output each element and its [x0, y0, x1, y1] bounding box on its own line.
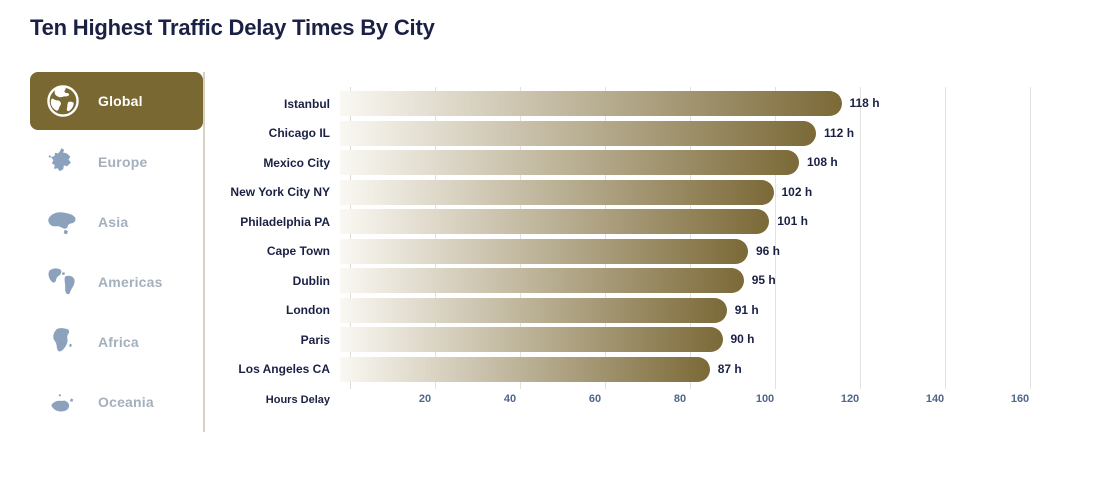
x-tick-label: 60 [588, 393, 602, 405]
city-label: Philadelphia PA [240, 214, 330, 229]
value-label: 101 h [777, 214, 808, 229]
city-label: Istanbul [283, 96, 330, 111]
sidebar-item-americas[interactable]: Americas [30, 252, 203, 312]
bar-row: Dublin 95 h [228, 266, 1020, 296]
bar-row: Mexico City 108 h [228, 148, 1020, 178]
bar-track: 90 h [340, 327, 1020, 353]
gridline [1030, 87, 1031, 389]
oceania-map-icon [44, 383, 82, 421]
delay-bar [340, 209, 770, 235]
x-axis: Hours Delay 20 40 60 80 100 120 140 160 [228, 392, 1029, 408]
delay-bar [340, 91, 842, 117]
globe-icon [44, 82, 82, 120]
x-tick-label: 120 [840, 393, 860, 405]
sidebar-item-label: Europe [98, 154, 148, 170]
value-label: 108 h [807, 155, 838, 170]
sidebar-item-oceania[interactable]: Oceania [30, 372, 203, 432]
page-title: Ten Highest Traffic Delay Times By City [30, 15, 435, 40]
city-label: Paris [300, 332, 330, 347]
delay-bar [340, 179, 774, 205]
value-label: 90 h [730, 332, 755, 347]
x-tick-label: 40 [503, 393, 517, 405]
gridline [690, 87, 691, 389]
city-label: New York City NY [230, 185, 330, 200]
city-label: London [286, 303, 330, 318]
city-label: Cape Town [266, 244, 330, 259]
value-label: 87 h [717, 361, 742, 376]
bar-track: 118 h [340, 91, 1020, 117]
gridline [860, 87, 861, 389]
sidebar-item-label: Americas [98, 274, 163, 290]
value-label: 118 h [849, 96, 880, 111]
bar-row: Paris 90 h [228, 325, 1020, 355]
bar-track: 87 h [340, 356, 1020, 382]
bar-row: Istanbul 118 h [228, 89, 1020, 119]
x-tick-label: 80 [673, 393, 687, 405]
bar-row: New York City NY 102 h [228, 178, 1020, 208]
bar-rows: Istanbul 118 h Chicago IL 112 h Mexico C… [228, 89, 1020, 384]
bar-track: 96 h [340, 238, 1020, 264]
bar-track: 102 h [340, 179, 1020, 205]
gridline [435, 87, 436, 389]
main-layout: Global Europe Asia Americas Africa Ocean… [30, 72, 1100, 432]
gridlines [350, 87, 1031, 389]
asia-map-icon [44, 203, 82, 241]
sidebar-item-asia[interactable]: Asia [30, 192, 203, 252]
gridline [605, 87, 606, 389]
x-tick-label: 20 [418, 393, 432, 405]
bar-track: 91 h [340, 297, 1020, 323]
delay-bar [340, 150, 799, 176]
x-tick-label: 160 [1010, 393, 1030, 405]
value-label: 95 h [751, 273, 776, 288]
sidebar-item-label: Global [98, 93, 143, 109]
value-label: 102 h [781, 184, 813, 199]
sidebar-item-label: Asia [98, 214, 129, 230]
city-label: Dublin [292, 273, 330, 288]
value-label: 91 h [734, 302, 759, 317]
axis-ticks: 20 40 60 80 100 120 140 160 [340, 392, 1029, 408]
delay-bar [340, 297, 727, 323]
value-label: 96 h [756, 243, 781, 258]
sidebar-item-europe[interactable]: Europe [30, 132, 203, 192]
bar-track: 95 h [340, 268, 1020, 294]
delay-bar [340, 120, 816, 146]
city-label: Los Angeles CA [238, 362, 330, 377]
city-label: Chicago IL [268, 126, 330, 141]
bar-row: Chicago IL 112 h [228, 119, 1020, 149]
bar-row: Philadelphia PA 101 h [228, 207, 1020, 237]
sidebar-item-label: Africa [98, 334, 139, 350]
americas-map-icon [44, 263, 82, 301]
delay-bar [340, 268, 744, 294]
x-axis-title: Hours Delay [265, 394, 330, 406]
sidebar-item-global[interactable]: Global [30, 72, 203, 130]
value-label: 112 h [824, 125, 855, 140]
delay-bar [340, 238, 748, 264]
bar-row: Los Angeles CA 87 h [228, 355, 1020, 385]
bar-track: 112 h [340, 120, 1020, 146]
sidebar-item-africa[interactable]: Africa [30, 312, 203, 372]
bar-track: 101 h [340, 209, 1020, 235]
delay-bar [340, 356, 710, 382]
bar-row: London 91 h [228, 296, 1020, 326]
gridline [945, 87, 946, 389]
sidebar-item-label: Oceania [98, 394, 154, 410]
bar-row: Cape Town 96 h [228, 237, 1020, 267]
gridline [775, 87, 776, 389]
x-tick-label: 100 [755, 393, 775, 405]
bar-chart: Istanbul 118 h Chicago IL 112 h Mexico C… [228, 72, 1031, 432]
bar-track: 108 h [340, 150, 1020, 176]
africa-map-icon [44, 323, 82, 361]
x-tick-label: 140 [925, 393, 945, 405]
city-label: Mexico City [263, 155, 330, 170]
sidebar: Global Europe Asia Americas Africa Ocean… [30, 72, 205, 432]
delay-bar [340, 327, 723, 353]
y-axis-line [350, 87, 351, 389]
plot-area: Istanbul 118 h Chicago IL 112 h Mexico C… [228, 87, 1031, 408]
europe-map-icon [44, 143, 82, 181]
gridline [520, 87, 521, 389]
